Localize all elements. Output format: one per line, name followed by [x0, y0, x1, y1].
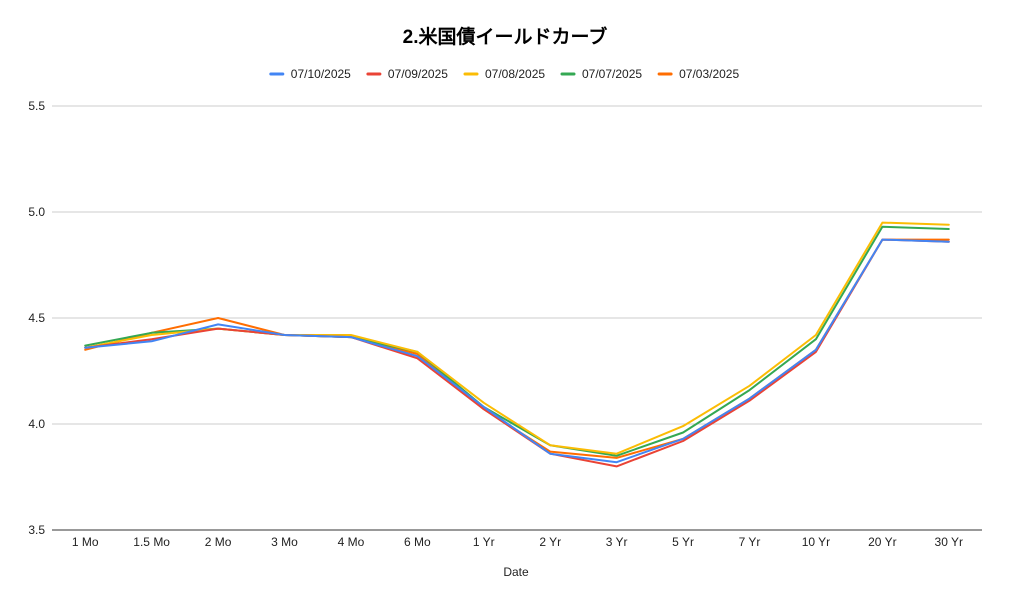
x-tick-label: 10 Yr [802, 535, 830, 549]
x-tick-label: 6 Mo [404, 535, 431, 549]
legend-item: 07/07/2025 [560, 67, 642, 81]
x-tick-label: 7 Yr [739, 535, 761, 549]
x-tick-label: 2 Mo [205, 535, 232, 549]
chart-title: 2.米国債イールドカーブ [403, 25, 608, 48]
x-axis-title: Date [503, 565, 529, 579]
legend-item: 07/03/2025 [657, 67, 739, 81]
legend-item: 07/09/2025 [366, 67, 448, 81]
x-tick-label: 30 Yr [935, 535, 963, 549]
x-tick-label: 4 Mo [338, 535, 365, 549]
legend-item: 07/10/2025 [269, 67, 351, 81]
x-tick-label: 5 Yr [672, 535, 694, 549]
x-tick-label: 3 Mo [271, 535, 298, 549]
series-lines [84, 221, 950, 468]
legend-label: 07/03/2025 [679, 67, 739, 81]
y-tick-label: 5.5 [28, 99, 45, 113]
legend: 07/10/2025 07/09/2025 07/08/2025 07/07/2025… [269, 67, 739, 81]
y-tick-label: 3.5 [28, 523, 45, 537]
x-tick-label: 1 Mo [72, 535, 99, 549]
x-tick-label: 1.5 Mo [133, 535, 170, 549]
y-tick-label: 5.0 [28, 205, 45, 219]
x-tick-label: 20 Yr [868, 535, 896, 549]
legend-label: 07/10/2025 [291, 67, 351, 81]
x-tick-label: 2 Yr [539, 535, 561, 549]
series-line [84, 221, 950, 455]
legend-item: 07/08/2025 [463, 67, 545, 81]
legend-label: 07/09/2025 [388, 67, 448, 81]
legend-label: 07/08/2025 [485, 67, 545, 81]
series-line [84, 238, 950, 464]
y-tick-label: 4.0 [28, 417, 45, 431]
x-tick-label: 1 Yr [473, 535, 495, 549]
y-tick-label: 4.5 [28, 311, 45, 325]
legend-label: 07/07/2025 [582, 67, 642, 81]
series-line [84, 238, 950, 468]
y-axis-ticks: 3.5 4.0 4.5 5.0 5.5 [28, 99, 45, 537]
gridlines [52, 105, 982, 531]
x-axis-ticks: 1 Mo 1.5 Mo 2 Mo 3 Mo 4 Mo 6 Mo 1 Yr 2 Yr 3 Yr 5 … [72, 535, 963, 549]
series-line [84, 225, 950, 457]
x-tick-label: 3 Yr [606, 535, 628, 549]
